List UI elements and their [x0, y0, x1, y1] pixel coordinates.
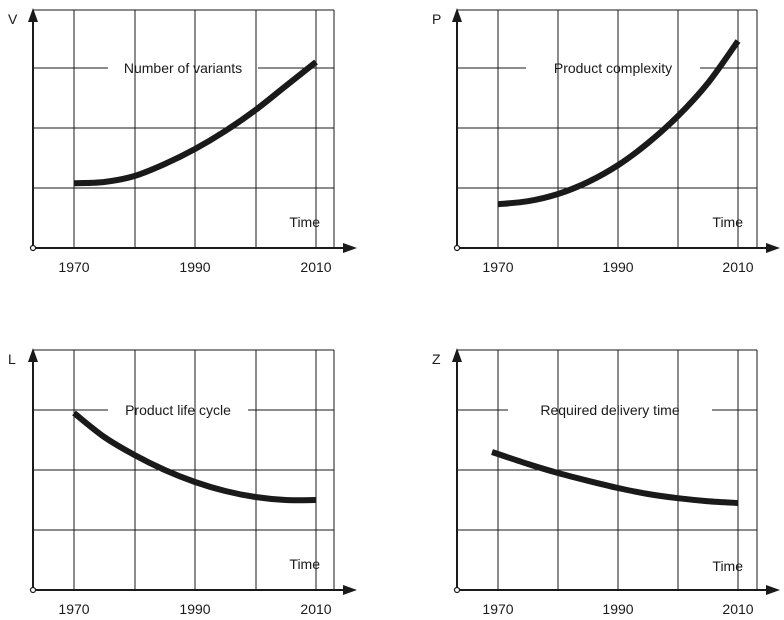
y-axis-arrow: [452, 8, 462, 22]
y-axis-arrow: [452, 348, 462, 362]
origin-marker: [29, 586, 37, 594]
x-axis-arrow: [343, 243, 357, 253]
x-tick-label: 2010: [300, 259, 331, 275]
annotation-label: Product complexity: [554, 60, 672, 76]
series-line: [497, 39, 741, 208]
x-axis-label: Time: [712, 558, 743, 574]
x-axis-label: Time: [712, 214, 743, 230]
x-tick-label: 1970: [482, 259, 513, 275]
x-axis-label: Time: [289, 214, 320, 230]
y-axis-label: Z: [432, 351, 441, 367]
annotation-label: Number of variants: [124, 60, 242, 76]
series-line: [73, 59, 318, 187]
origin-marker: [453, 586, 461, 594]
x-tick-label: 1990: [179, 259, 210, 275]
y-axis-arrow: [28, 8, 38, 22]
y-axis-label: P: [432, 11, 441, 27]
y-axis-label: V: [8, 11, 18, 27]
x-tick-label: 2010: [300, 601, 331, 617]
chart-panel-3: L Time Product life cycle 1970 1990 2010: [8, 348, 357, 617]
y-axis-label: L: [8, 351, 16, 367]
y-axis-arrow: [28, 348, 38, 362]
chart-panel-1: V Time Number of variants 1970 1990 2010: [8, 8, 357, 275]
x-axis-arrow: [343, 585, 357, 595]
annotation-label: Required delivery time: [540, 402, 679, 418]
chart-panel-2: P Time Product complexity 1970 1990 2010: [432, 8, 780, 275]
x-axis-label: Time: [289, 556, 320, 572]
x-tick-label: 1970: [58, 259, 89, 275]
series-line: [491, 449, 739, 506]
x-tick-label: 1970: [482, 601, 513, 617]
x-tick-label: 2010: [722, 601, 753, 617]
series-line: [72, 410, 317, 504]
x-tick-label: 1990: [602, 259, 633, 275]
x-tick-label: 1990: [602, 601, 633, 617]
annotation-label: Product life cycle: [125, 402, 231, 418]
origin-marker: [29, 244, 37, 252]
x-axis-arrow: [766, 585, 780, 595]
x-tick-label: 2010: [722, 259, 753, 275]
x-axis-arrow: [766, 243, 780, 253]
origin-marker: [453, 244, 461, 252]
chart-panel-4: Z Time Required delivery time 1970 1990 2010: [432, 348, 780, 617]
x-tick-label: 1970: [58, 601, 89, 617]
x-tick-label: 1990: [179, 601, 210, 617]
